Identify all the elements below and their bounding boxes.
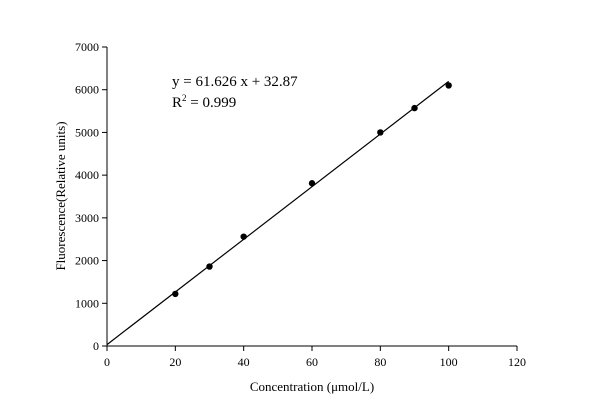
- data-point: [445, 82, 452, 89]
- r-squared-label: R2 = 0.999: [172, 93, 236, 111]
- x-axis-title: Concentration (μmol/L): [250, 379, 374, 394]
- y-tick-label: 2000: [75, 254, 99, 268]
- y-tick-label: 4000: [75, 168, 99, 182]
- data-point: [240, 233, 247, 240]
- y-axis-title: Fluorescence(Relative units): [53, 121, 68, 270]
- r-squared-value: = 0.999: [187, 95, 237, 111]
- x-tick-label: 100: [440, 355, 458, 369]
- x-tick-label: 0: [104, 355, 110, 369]
- y-tick-label: 5000: [75, 125, 99, 139]
- y-tick-label: 0: [93, 339, 99, 353]
- y-tick-label: 3000: [75, 211, 99, 225]
- y-axis-ticks: 0 1000 2000 3000 4000 5000 6000 7000: [75, 40, 107, 353]
- data-point: [172, 290, 179, 298]
- r-squared-superscript: 2: [182, 93, 187, 103]
- data-points: [172, 82, 452, 298]
- x-tick-label: 40: [238, 355, 250, 369]
- y-tick-label: 6000: [75, 83, 99, 97]
- x-axis-ticks: 0 20 40 60 80 100 120: [104, 346, 526, 369]
- y-tick-label: 7000: [75, 40, 99, 54]
- x-tick-label: 80: [374, 355, 386, 369]
- data-point: [411, 104, 418, 112]
- y-tick-label: 1000: [75, 296, 99, 310]
- x-tick-label: 60: [306, 355, 318, 369]
- data-point: [206, 263, 213, 270]
- r-squared-symbol: R: [172, 95, 182, 111]
- trendline: [106, 80, 450, 346]
- x-tick-label: 20: [169, 355, 181, 369]
- data-point: [377, 129, 384, 136]
- data-point: [308, 180, 316, 187]
- trendline-equation: y = 61.626 x + 32.87: [172, 74, 298, 90]
- x-tick-label: 120: [508, 355, 526, 369]
